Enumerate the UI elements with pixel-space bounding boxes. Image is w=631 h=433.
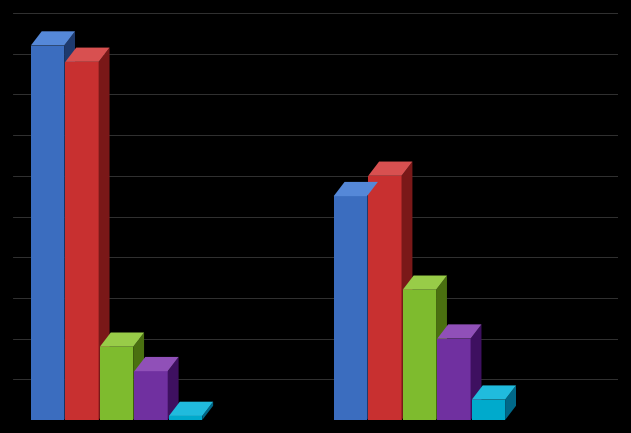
Polygon shape — [401, 162, 413, 420]
Polygon shape — [334, 182, 378, 196]
Polygon shape — [134, 357, 179, 371]
Polygon shape — [31, 45, 64, 420]
Polygon shape — [134, 371, 168, 420]
Polygon shape — [133, 333, 144, 420]
Polygon shape — [98, 48, 110, 420]
Polygon shape — [471, 324, 481, 420]
Polygon shape — [100, 347, 133, 420]
Polygon shape — [437, 339, 471, 420]
Polygon shape — [66, 48, 110, 62]
Polygon shape — [169, 402, 213, 416]
Polygon shape — [64, 31, 75, 420]
Polygon shape — [202, 402, 213, 420]
Polygon shape — [334, 196, 367, 420]
Polygon shape — [169, 416, 202, 420]
Polygon shape — [168, 357, 179, 420]
Polygon shape — [437, 324, 481, 339]
Polygon shape — [369, 162, 413, 176]
Polygon shape — [403, 275, 447, 290]
Polygon shape — [369, 176, 401, 420]
Polygon shape — [100, 333, 144, 347]
Polygon shape — [403, 290, 436, 420]
Polygon shape — [31, 31, 75, 45]
Polygon shape — [472, 385, 516, 400]
Polygon shape — [66, 62, 98, 420]
Polygon shape — [367, 182, 378, 420]
Polygon shape — [472, 400, 505, 420]
Polygon shape — [505, 385, 516, 420]
Polygon shape — [436, 275, 447, 420]
